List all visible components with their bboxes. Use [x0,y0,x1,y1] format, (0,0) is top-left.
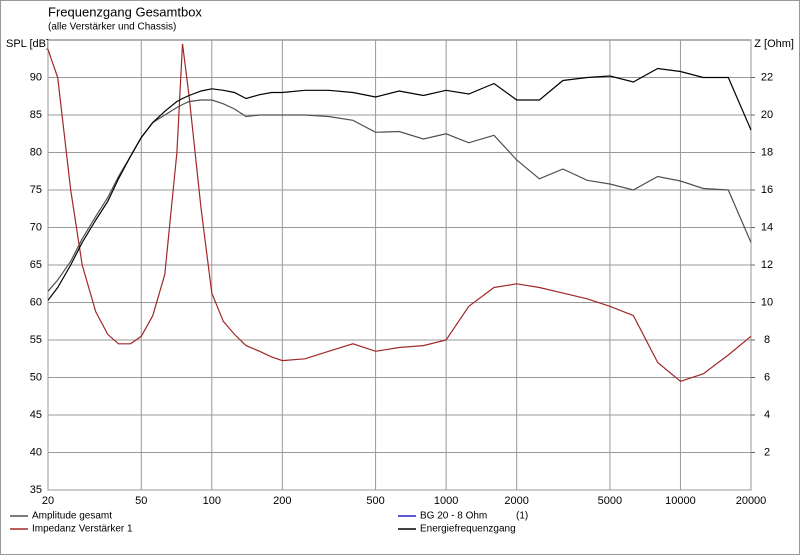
y2-tick-label: 4 [764,409,770,421]
y-tick-label: 40 [30,446,42,458]
x-tick-label: 500 [366,495,384,507]
y-tick-label: 80 [30,146,42,158]
x-tick-label: 50 [135,495,147,507]
y-tick-label: 85 [30,109,42,121]
y-tick-label: 65 [30,259,42,271]
y-axis-label: SPL [dB] [6,38,49,50]
x-tick-label: 2000 [504,495,528,507]
y2-tick-label: 14 [761,221,773,233]
y-tick-label: 90 [30,71,42,83]
legend-label: Impedanz Verstärker 1 [32,524,133,535]
chart-title: Frequenzgang Gesamtbox [48,4,202,19]
legend-note: (1) [516,511,528,522]
x-tick-label: 10000 [665,495,696,507]
y2-tick-label: 22 [761,71,773,83]
legend-label: Amplitude gesamt [32,511,112,522]
y-tick-label: 55 [30,334,42,346]
x-tick-label: 100 [203,495,221,507]
y2-tick-label: 2 [764,446,770,458]
y-tick-label: 70 [30,221,42,233]
y2-tick-label: 16 [761,184,773,196]
series-line [47,67,752,301]
y2-tick-label: 8 [764,334,770,346]
x-tick-label: 20 [42,495,54,507]
chart-subtitle: (alle Verstärker und Chassis) [48,22,176,33]
x-tick-label: 20000 [736,495,767,507]
x-tick-label: 1000 [434,495,458,507]
series-line [47,43,752,382]
legend-label: Energiefrequenzgang [420,524,516,535]
y2-tick-label: 10 [761,296,773,308]
x-tick-label: 200 [273,495,291,507]
y2-axis-label: Z [Ohm] [754,38,794,50]
x-tick-label: 5000 [598,495,622,507]
y-tick-label: 75 [30,184,42,196]
y2-tick-label: 20 [761,109,773,121]
y2-tick-label: 12 [761,259,773,271]
y2-tick-label: 18 [761,146,773,158]
y-tick-label: 50 [30,371,42,383]
y-tick-label: 45 [30,409,42,421]
y-tick-label: 35 [30,484,42,496]
y-tick-label: 60 [30,296,42,308]
y2-tick-label: 6 [764,371,770,383]
legend-label: BG 20 - 8 Ohm [420,511,487,522]
